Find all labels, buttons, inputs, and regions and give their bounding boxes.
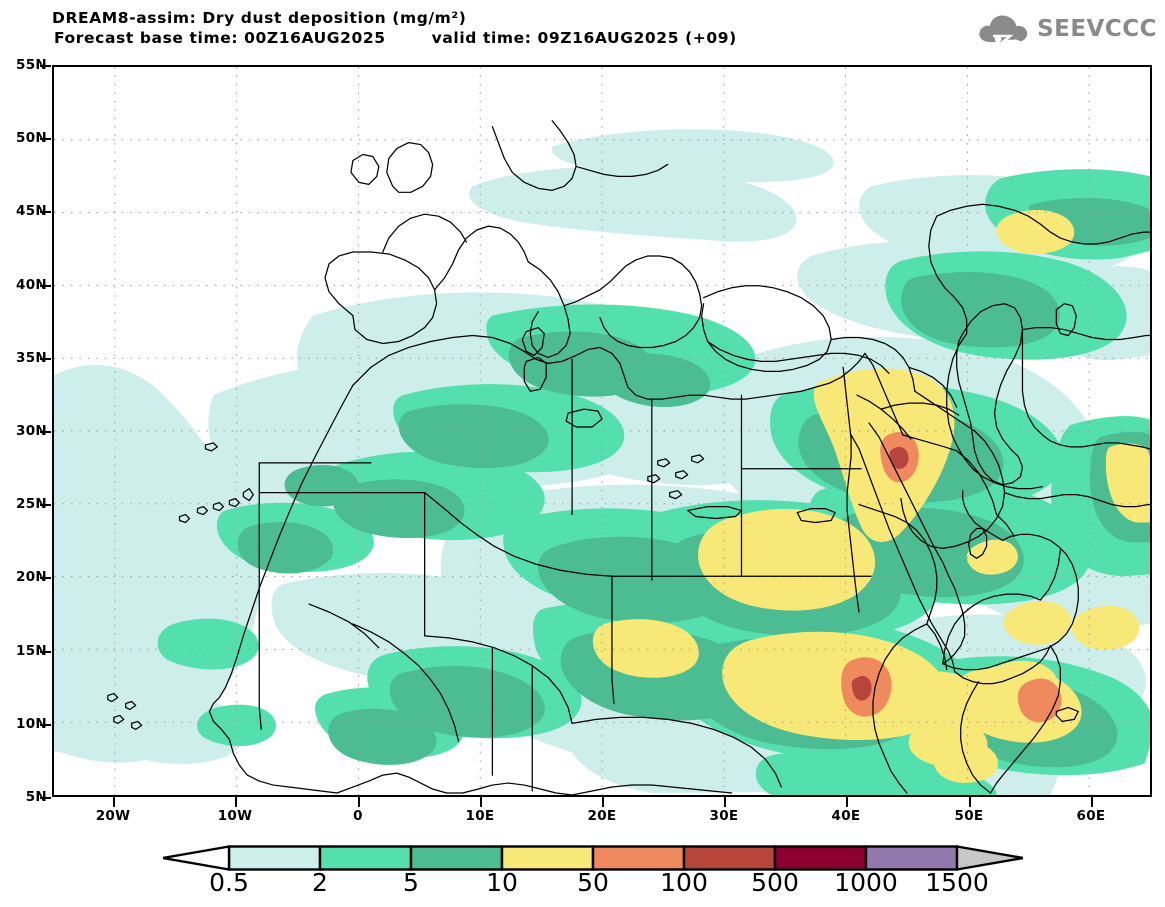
colorbar-under-arrow <box>163 845 231 871</box>
x-tick-mark <box>969 797 971 807</box>
valid-time: valid time: 09Z16AUG2025 (+09) <box>431 29 737 47</box>
colorbar-tick-label: 1000 <box>834 868 898 897</box>
cloud-icon <box>979 15 1028 44</box>
y-tick-label: 20N <box>16 569 47 585</box>
y-tick-label: 45N <box>16 203 47 219</box>
y-tick-mark <box>40 138 51 140</box>
seevccc-logo: SEEVCCC <box>976 12 1157 46</box>
x-tick-label: 20E <box>587 808 617 824</box>
y-tick-mark <box>40 285 51 287</box>
contour-fills <box>54 129 1150 795</box>
x-tick-mark <box>846 797 848 807</box>
x-tick-mark <box>358 797 360 807</box>
y-tick-label: 25N <box>16 496 47 512</box>
colorbar-over-arrow <box>955 845 1023 871</box>
x-tick-mark <box>480 797 482 807</box>
colorbar-tick-labels: 0.5 2 5 10 50 100 500 1000 1500 <box>0 868 1165 904</box>
x-tick-mark <box>113 797 115 807</box>
colorbar-swatch <box>500 845 595 871</box>
y-tick-label: 50N <box>16 130 47 146</box>
x-tick-mark <box>1091 797 1093 807</box>
colorbar-tick-label: 0.5 <box>209 868 249 897</box>
y-tick-label: 10N <box>16 716 47 732</box>
colorbar-tick-label: 5 <box>403 868 419 897</box>
y-tick-label: 40N <box>16 277 47 293</box>
x-tick-label: 0 <box>353 808 363 824</box>
colorbar-tick-label: 2 <box>312 868 328 897</box>
colorbar-swatch <box>864 845 959 871</box>
y-tick-mark <box>40 577 51 579</box>
colorbar-tick-label: 1500 <box>925 868 989 897</box>
y-tick-mark <box>40 724 51 726</box>
colorbar-swatch <box>773 845 868 871</box>
y-tick-label: 15N <box>16 643 47 659</box>
x-tick-mark <box>602 797 604 807</box>
colorbar-swatch <box>682 845 777 871</box>
y-tick-label: 35N <box>16 350 47 366</box>
y-tick-mark <box>40 358 51 360</box>
colorbar-tick-label: 500 <box>751 868 799 897</box>
x-tick-mark <box>235 797 237 807</box>
y-tick-label: 30N <box>16 423 47 439</box>
x-tick-mark <box>724 797 726 807</box>
x-tick-label: 10E <box>465 808 495 824</box>
x-tick-label: 60E <box>1076 808 1106 824</box>
y-tick-mark <box>40 211 51 213</box>
x-tick-label: 40E <box>831 808 861 824</box>
colorbar-swatch <box>318 845 413 871</box>
colorbar-swatch <box>409 845 504 871</box>
x-tick-label: 30E <box>709 808 739 824</box>
title-line-1: DREAM8-assim: Dry dust deposition (mg/m²… <box>52 9 467 27</box>
colorbar <box>163 845 1023 871</box>
y-tick-mark <box>40 504 51 506</box>
colorbar-swatch <box>227 845 322 871</box>
x-tick-label: 10W <box>217 808 253 824</box>
x-tick-label: 20W <box>95 808 131 824</box>
dust-deposition-map <box>54 67 1150 795</box>
y-tick-mark <box>40 651 51 653</box>
forecast-base-time: Forecast base time: 00Z16AUG2025 <box>54 29 386 47</box>
colorbar-swatch <box>591 845 686 871</box>
logo-text: SEEVCCC <box>1037 16 1157 42</box>
colorbar-tick-label: 10 <box>486 868 518 897</box>
colorbar-tick-label: 50 <box>577 868 609 897</box>
figure-title-block: DREAM8-assim: Dry dust deposition (mg/m²… <box>52 8 737 48</box>
y-tick-mark <box>40 65 51 67</box>
map-plot-area <box>52 65 1152 797</box>
coastlines-and-borders <box>107 120 1150 795</box>
colorbar-tick-label: 100 <box>660 868 708 897</box>
title-line-2: Forecast base time: 00Z16AUG2025 valid ti… <box>54 28 737 48</box>
x-tick-label: 50E <box>954 808 984 824</box>
y-tick-label: 5N <box>25 789 47 805</box>
graticule <box>54 67 1150 795</box>
y-tick-mark <box>40 797 51 799</box>
y-tick-mark <box>40 431 51 433</box>
y-tick-label: 55N <box>16 57 47 73</box>
